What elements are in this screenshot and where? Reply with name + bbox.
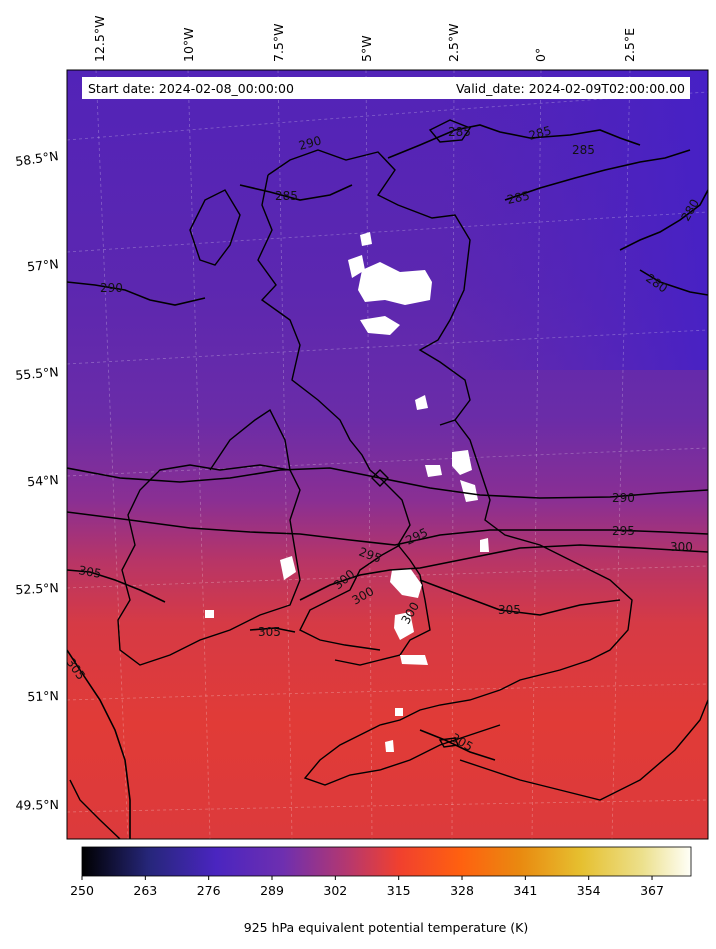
contour-280-b: [639, 269, 708, 296]
date-header-box: [82, 77, 690, 99]
colorbar-tick-label: 289: [260, 883, 284, 898]
northern-ireland-coast: [209, 408, 291, 471]
valid-date-label: Valid_date: 2024-02-09T02:00:00.00: [456, 81, 685, 96]
hebrides: [189, 189, 241, 266]
lat-label: 54°N: [27, 472, 59, 489]
colorbar-tick-label: 276: [197, 883, 221, 898]
colorbar-tick-label: 263: [133, 883, 157, 898]
lon-label: 7.5°W: [271, 24, 286, 63]
isotherm-contours: [67, 124, 708, 839]
contour-label: 295: [612, 524, 635, 538]
cold-air-east-shading: [440, 70, 708, 370]
contour-label: 285: [506, 188, 531, 206]
colorbar-label: 925 hPa equivalent potential temperature…: [244, 920, 528, 935]
contour-305-sw: [67, 649, 131, 839]
colorbar-tick-label: 315: [387, 883, 411, 898]
lon-label: 5°W: [359, 35, 374, 62]
map-border: [66, 69, 709, 840]
colorbar-tick-label: 341: [513, 883, 537, 898]
contour-300-small: [249, 627, 296, 633]
contour-290-west: [67, 281, 206, 306]
colorbar-tick-label: 367: [640, 883, 664, 898]
lat-label: 57°N: [26, 256, 59, 274]
lon-label: 0°: [533, 48, 548, 62]
start-date-label: Start date: 2024-02-08_00:00:00: [88, 81, 294, 96]
scotland-west-coast: [257, 174, 383, 481]
colorbar-ticks: 250 263 276 289 302 315 328 341 354 367: [70, 876, 664, 898]
lon-label: 10°W: [181, 27, 196, 62]
contour-label: 305: [77, 563, 102, 581]
contour-label: 305: [258, 625, 281, 639]
lon-label: 2.5°W: [446, 24, 461, 63]
contour-290-main: [67, 467, 708, 499]
contour-285-scotland: [239, 184, 353, 201]
south-england-coast: [303, 689, 501, 786]
orkney-islands: [428, 119, 472, 143]
contour-label: 300: [670, 540, 693, 554]
contour-label: 290: [100, 281, 123, 295]
contour-label: 305: [498, 603, 521, 617]
contour-305-south: [419, 579, 621, 616]
lat-label: 52.5°N: [15, 580, 59, 597]
lat-label: 51°N: [27, 688, 59, 704]
contour-285-east: [504, 149, 691, 201]
ireland-coast: [117, 464, 301, 666]
contour-305-west: [67, 569, 166, 603]
colorbar-tick-label: 328: [450, 883, 474, 898]
contour-label: 285: [448, 125, 471, 139]
england-east-coast: [454, 419, 633, 691]
colorbar: 250 263 276 289 302 315 328 341 354 367 925 hPa e…: [70, 846, 692, 935]
colorbar-tick-label: 302: [323, 883, 347, 898]
scotland-coast: [267, 149, 471, 426]
contour-300: [299, 544, 708, 601]
colorbar-tick-label: 354: [577, 883, 601, 898]
lat-label: 55.5°N: [15, 364, 60, 383]
lon-label: 12.5°W: [92, 16, 107, 62]
contour-280: [619, 189, 708, 251]
contour-305-ch: [419, 729, 496, 761]
wales-coast: [299, 544, 401, 651]
white-patches: [205, 232, 489, 752]
contour-label: 285: [572, 143, 595, 157]
colorbar-tick-label: 250: [70, 883, 94, 898]
latitude-labels: 58.5°N 57°N 55.5°N 54°N 52.5°N 51°N 49.5…: [14, 148, 59, 813]
contour-label: 285: [527, 123, 553, 142]
contour-label: 290: [612, 491, 635, 505]
coastlines: [69, 119, 708, 839]
contour-285-north: [387, 124, 641, 159]
contour-label: 285: [275, 189, 298, 203]
longitude-labels: 12.5°W 10°W 7.5°W 5°W 2.5°W 0° 2.5°E: [92, 16, 637, 62]
france-coast: [459, 699, 708, 801]
england-west-coast: [334, 479, 431, 666]
lon-label: 2.5°E: [622, 28, 637, 62]
isle-of-wight: [438, 737, 460, 748]
contour-label: 290: [297, 133, 323, 152]
brittany-coast: [69, 779, 121, 839]
lat-label: 58.5°N: [14, 148, 59, 169]
contour-295: [67, 511, 708, 546]
lat-label: 49.5°N: [15, 797, 59, 813]
colorbar-gradient: [81, 846, 692, 877]
isle-of-man: [371, 469, 389, 487]
map-panel[interactable]: 285 285 285 285 280 280 285 290 290 290 …: [64, 70, 708, 839]
